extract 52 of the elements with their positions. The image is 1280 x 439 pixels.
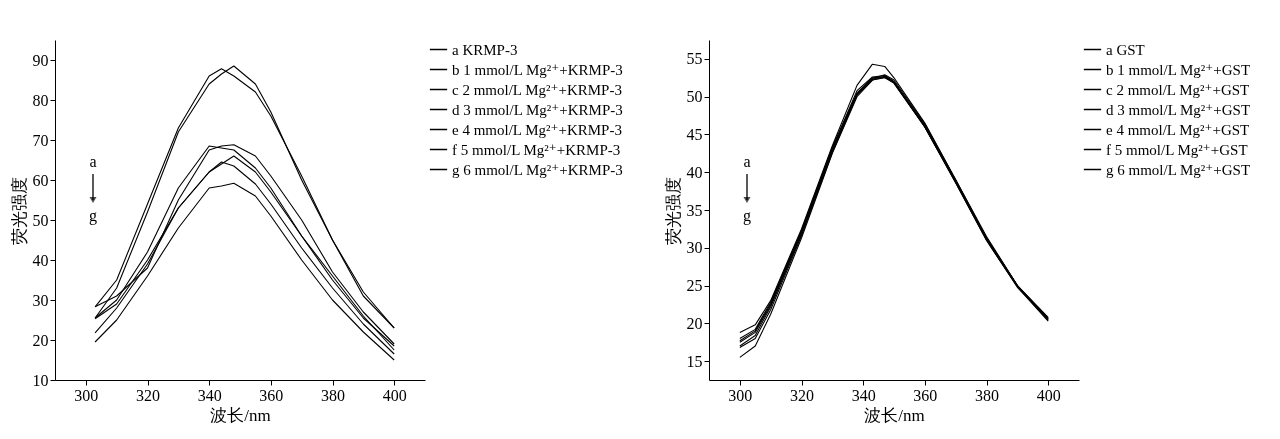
y-tick-label: 70 [32,131,49,149]
y-tick-label: 40 [686,163,703,181]
x-axis-title: 波长/nm [210,405,271,425]
y-tick-label: 80 [32,91,49,109]
y-axis-title: 荧光强度 [9,176,29,245]
x-axis-title: 波长/nm [864,405,925,425]
x-tick-label: 400 [382,386,407,404]
legend-label: g 6 mmol/L Mg²⁺+GST [1106,161,1251,178]
annotation: g [89,207,97,225]
legend-label: a KRMP-3 [452,41,518,58]
annotation: a [89,153,97,170]
y-tick-label: 60 [32,171,49,189]
y-tick-label: 50 [32,211,49,229]
legend-label: c 2 mmol/L Mg²⁺+KRMP-3 [452,81,622,98]
y-tick-label: 35 [686,201,703,219]
legend-label: f 5 mmol/L Mg²⁺+KRMP-3 [452,141,621,158]
y-tick-label: 30 [686,239,703,257]
legend-label: b 1 mmol/L Mg²⁺+KRMP-3 [452,61,623,78]
y-tick-label: 20 [686,314,703,332]
x-tick-label: 300 [728,386,753,404]
x-tick-label: 380 [321,386,345,404]
y-axis-title: 荧光强度 [663,176,683,245]
legend-label: d 3 mmol/L Mg²⁺+KRMP-3 [452,101,623,118]
x-tick-label: 400 [1036,386,1061,404]
y-tick-label: 90 [32,51,49,69]
x-tick-label: 320 [790,386,814,404]
legend-label: e 4 mmol/L Mg²⁺+GST [1106,121,1250,138]
legend-label: c 2 mmol/L Mg²⁺+GST [1106,81,1250,98]
y-tick-label: 45 [686,125,703,143]
y-tick-label: 20 [32,331,49,349]
x-tick-label: 320 [136,386,160,404]
y-tick-label: 25 [686,277,703,295]
x-tick-label: 340 [197,386,222,404]
y-tick-label: 40 [32,251,49,269]
legend-label: g 6 mmol/L Mg²⁺+KRMP-3 [452,161,623,178]
y-tick-label: 55 [686,50,703,68]
legend-label: f 5 mmol/L Mg²⁺+GST [1106,141,1248,158]
x-tick-label: 380 [975,386,999,404]
x-tick-label: 360 [259,386,284,404]
legend-label: d 3 mmol/L Mg²⁺+GST [1106,101,1251,118]
annotation: a [743,153,751,170]
annotation: g [743,207,751,225]
y-tick-label: 50 [686,88,703,106]
legend-label: e 4 mmol/L Mg²⁺+KRMP-3 [452,121,622,138]
x-tick-label: 340 [851,386,876,404]
x-tick-label: 360 [913,386,938,404]
y-tick-label: 10 [32,371,49,389]
y-tick-label: 15 [686,352,703,370]
y-tick-label: 30 [32,291,49,309]
x-tick-label: 300 [74,386,99,404]
legend-label: a GST [1106,41,1145,58]
legend-label: b 1 mmol/L Mg²⁺+GST [1106,61,1251,78]
